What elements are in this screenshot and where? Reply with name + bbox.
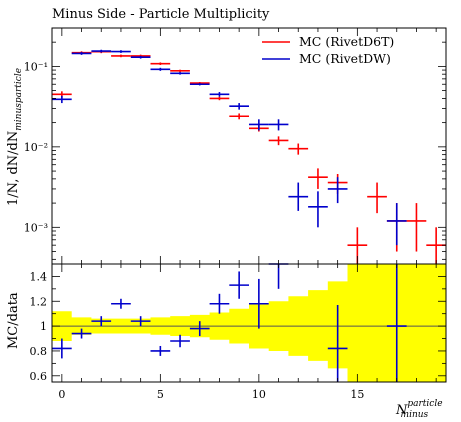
legend-label-1: MC (RivetDW) <box>299 51 391 66</box>
top-panel: MC (RivetD6T) MC (RivetDW) 10⁻¹ 10⁻² 10⁻³ 1… <box>6 27 447 265</box>
x-axis-ticks: 0 5 10 15 <box>58 28 437 401</box>
legend-label-0: MC (RivetD6T) <box>299 34 394 49</box>
top-y-tick-label: 10⁻¹ <box>24 60 48 73</box>
ratio-y-tick-label: 1.2 <box>30 295 48 308</box>
x-tick-label: 5 <box>157 388 164 401</box>
x-axis-label: Nparticle minus <box>395 399 443 420</box>
ratio-panel: 0.6 0.8 1 1.2 1.4 MC/data <box>6 263 447 383</box>
ratio-y-axis-label: MC/data <box>6 292 21 349</box>
data-uncertainty-band <box>52 264 446 382</box>
ratio-y-tick-label: 1.4 <box>30 270 48 283</box>
top-series-layer <box>52 49 446 264</box>
ratio-y-tick-label: 0.6 <box>30 370 48 383</box>
x-tick-label: 10 <box>252 388 266 401</box>
uncertainty-band-shape <box>52 264 446 382</box>
top-y-tick-label: 10⁻³ <box>24 221 48 234</box>
ratio-y-tick-label: 0.8 <box>30 345 48 358</box>
ratio-y-tick-label: 1 <box>40 320 47 333</box>
chart-title: Minus Side - Particle Multiplicity <box>52 7 270 22</box>
top-y-axis-label: 1/N, dN/dNminusparticle <box>6 68 24 206</box>
top-axis-ticks: 10⁻¹ 10⁻² 10⁻³ <box>24 41 446 260</box>
ratio-panel-frame <box>51 263 447 383</box>
x-tick-label: 15 <box>350 388 364 401</box>
legend: MC (RivetD6T) MC (RivetDW) <box>262 34 394 66</box>
x-tick-label: 0 <box>58 388 65 401</box>
ratio-axis-ticks: 0.6 0.8 1 1.2 1.4 <box>30 270 446 383</box>
ratio-series-layer <box>52 263 407 382</box>
top-y-tick-label: 10⁻² <box>24 141 48 154</box>
